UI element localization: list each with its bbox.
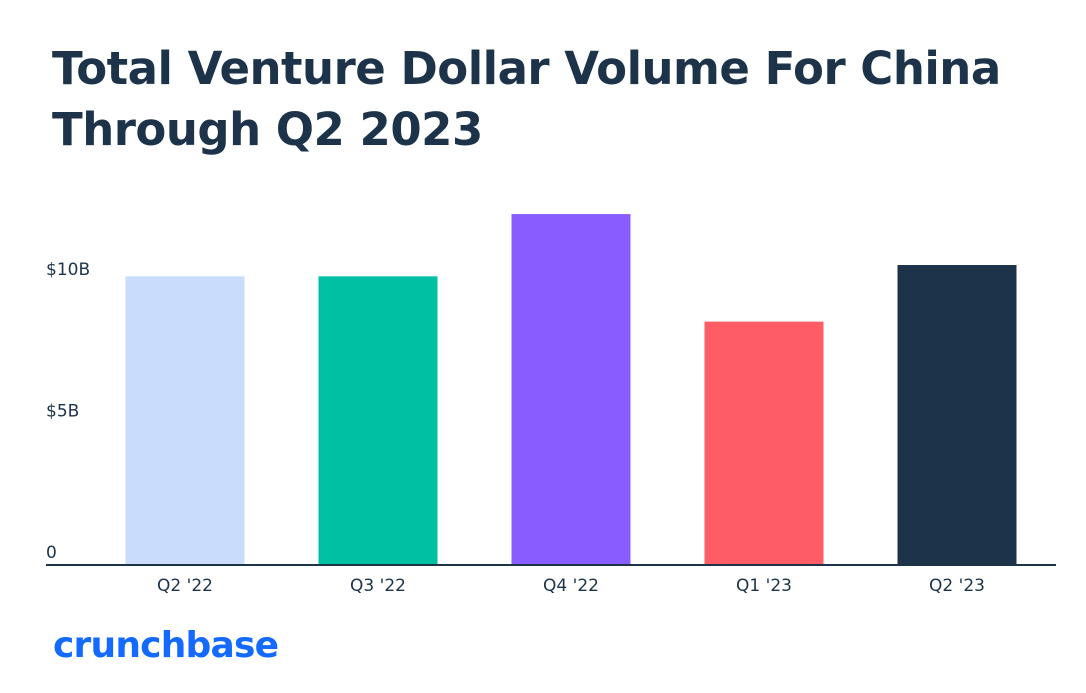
x-category-label-1: Q3 '22	[350, 576, 406, 596]
bar-2	[511, 214, 631, 565]
y-tick-label-2: $10B	[46, 260, 90, 280]
chart-title: Total Venture Dollar Volume For China Th…	[52, 38, 1052, 160]
bar-4	[897, 265, 1017, 565]
bar-3	[704, 321, 824, 565]
x-category-label-0: Q2 '22	[157, 576, 213, 596]
bars	[125, 214, 1017, 565]
crunchbase-logo: crunchbase	[53, 625, 279, 666]
y-tick-label-0: 0	[46, 543, 57, 563]
x-category-label-2: Q4 '22	[543, 576, 599, 596]
y-tick-label-1: $5B	[46, 402, 79, 422]
y-axis-tick-labels: 0 $5B $10B	[46, 260, 90, 563]
chart-title-line-2: Through Q2 2023	[52, 103, 483, 156]
bar-0	[125, 276, 245, 565]
x-category-label-4: Q2 '23	[929, 576, 985, 596]
chart-title-line-1: Total Venture Dollar Volume For China	[52, 42, 1001, 95]
x-axis-category-labels: Q2 '22 Q3 '22 Q4 '22 Q1 '23 Q2 '23	[157, 576, 985, 596]
bar-1	[318, 276, 438, 565]
x-category-label-3: Q1 '23	[736, 576, 792, 596]
